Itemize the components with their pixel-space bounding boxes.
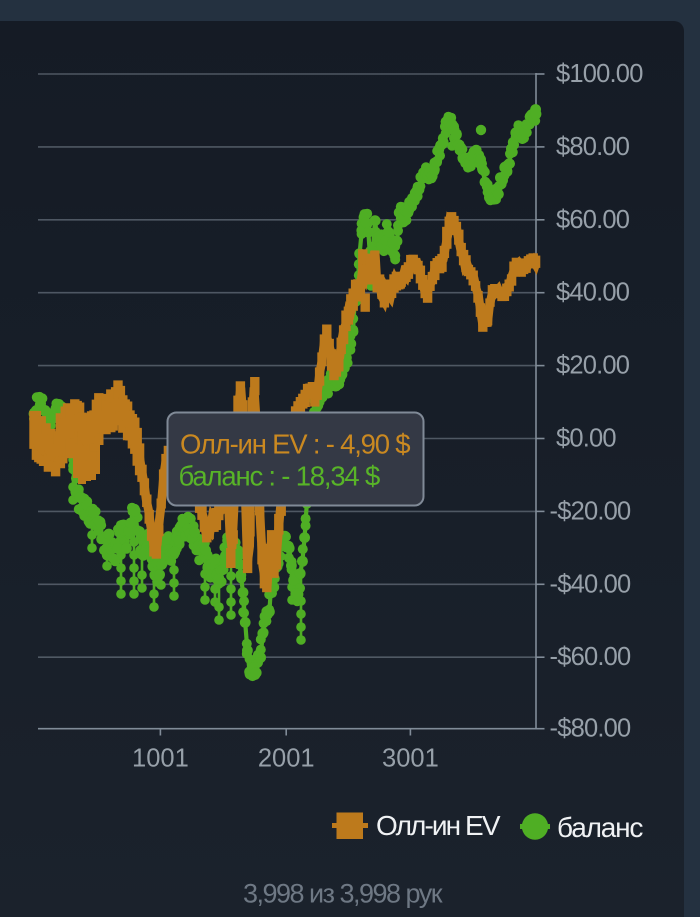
svg-text:-$60.00: -$60.00 [550,643,632,671]
svg-text:$100.00: $100.00 [556,60,643,88]
svg-text:баланс : - 18,34 $: баланс : - 18,34 $ [179,461,380,492]
svg-text:-$40.00: -$40.00 [550,570,632,598]
svg-text:-$80.00: -$80.00 [550,715,632,743]
svg-text:3,998 из 3,998 рук: 3,998 из 3,998 рук [243,879,443,909]
svg-text:баланс: баланс [557,812,643,843]
svg-text:2001: 2001 [258,745,315,773]
svg-text:3001: 3001 [382,745,439,773]
svg-text:-$20.00: -$20.00 [550,497,632,525]
svg-text:$80.00: $80.00 [556,133,630,161]
svg-text:1001: 1001 [132,745,189,773]
svg-text:$60.00: $60.00 [556,206,630,234]
svg-text:$20.00: $20.00 [556,352,630,380]
svg-text:$40.00: $40.00 [556,279,630,307]
svg-text:$0.00: $0.00 [556,425,616,453]
svg-text:Олл-ин EV: Олл-ин EV [376,810,501,841]
svg-text:Олл-ин EV : - 4,90 $: Олл-ин EV : - 4,90 $ [180,429,410,460]
